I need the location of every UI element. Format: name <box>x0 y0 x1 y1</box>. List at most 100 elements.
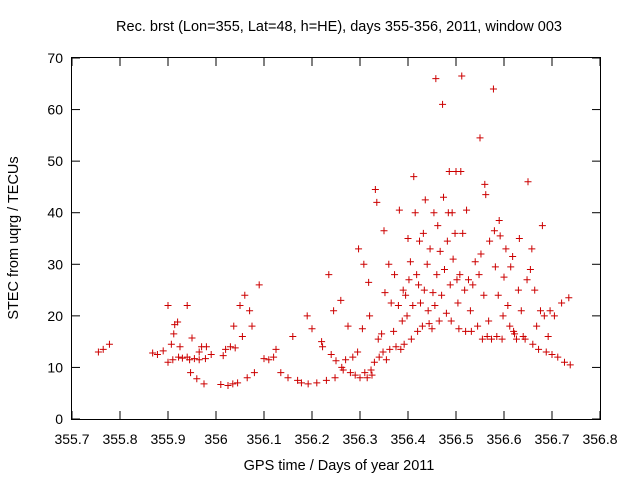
data-point <box>390 327 398 335</box>
data-point <box>322 376 330 384</box>
x-tick-label: 355.9 <box>150 431 185 447</box>
data-point <box>284 374 292 382</box>
data-point <box>416 237 424 245</box>
data-point <box>246 307 254 315</box>
data-point <box>524 178 532 186</box>
data-point <box>560 358 568 366</box>
data-point <box>200 380 208 388</box>
data-point <box>356 374 364 382</box>
data-point <box>174 318 182 326</box>
data-point <box>349 353 357 361</box>
data-point <box>531 286 539 294</box>
data-point <box>502 245 510 253</box>
data-point <box>451 229 459 237</box>
data-point <box>433 271 441 279</box>
data-point <box>440 265 448 273</box>
data-point <box>453 276 461 284</box>
data-point <box>344 322 352 330</box>
data-point <box>495 216 503 224</box>
data-point <box>149 349 157 357</box>
data-point <box>193 375 201 383</box>
data-point <box>506 322 514 330</box>
data-point <box>346 369 354 377</box>
data-point <box>415 281 423 289</box>
data-point <box>297 379 305 387</box>
data-point <box>94 348 102 356</box>
data-point <box>360 260 368 268</box>
data-point <box>424 307 432 315</box>
data-point <box>554 353 562 361</box>
data-point <box>270 353 278 361</box>
data-point <box>358 325 366 333</box>
data-point <box>374 335 382 343</box>
data-point <box>260 355 268 363</box>
data-point <box>544 332 552 340</box>
data-point <box>517 307 525 315</box>
data-point <box>332 357 340 365</box>
data-point <box>229 380 237 388</box>
data-point <box>457 167 465 175</box>
data-point <box>469 281 477 289</box>
data-point <box>528 245 536 253</box>
data-point <box>354 348 362 356</box>
y-tick-label: 70 <box>47 50 63 66</box>
data-point <box>482 191 490 199</box>
data-point <box>446 281 454 289</box>
data-point <box>459 229 467 237</box>
data-point <box>385 260 393 268</box>
data-point <box>308 325 316 333</box>
data-point <box>265 356 273 364</box>
data-point <box>226 343 234 351</box>
data-point <box>467 327 475 335</box>
data-point <box>403 312 411 320</box>
data-point <box>498 335 506 343</box>
data-point <box>447 317 455 325</box>
data-point <box>511 330 519 338</box>
data-point <box>493 332 501 340</box>
data-point <box>404 235 412 242</box>
data-point <box>351 371 359 379</box>
data-point <box>478 335 486 343</box>
data-point <box>105 340 113 348</box>
y-tick-label: 60 <box>47 102 63 118</box>
data-point <box>361 369 369 377</box>
data-point <box>429 289 437 297</box>
data-point <box>456 271 464 279</box>
data-point <box>303 312 311 320</box>
data-point <box>491 263 499 271</box>
data-point <box>231 344 239 352</box>
data-point <box>410 173 418 181</box>
data-point <box>496 232 504 240</box>
data-point <box>538 222 546 230</box>
data-point <box>330 307 338 315</box>
data-point <box>474 322 482 330</box>
data-point <box>535 345 543 353</box>
data-point <box>413 271 421 279</box>
data-point <box>153 351 161 359</box>
data-point <box>432 75 440 83</box>
data-point <box>500 273 508 281</box>
data-point <box>434 222 442 230</box>
data-point <box>367 366 375 374</box>
data-point <box>380 227 388 235</box>
data-point <box>355 245 363 253</box>
data-point <box>443 237 451 245</box>
data-point <box>289 332 297 340</box>
data-point <box>371 186 379 194</box>
data-point <box>272 345 280 353</box>
x-tick-label: 356.1 <box>246 431 281 447</box>
y-tick-label: 40 <box>47 205 63 221</box>
data-point <box>464 276 472 284</box>
data-point <box>435 317 443 325</box>
data-point <box>294 376 302 384</box>
data-point <box>409 302 417 310</box>
data-point <box>548 351 556 359</box>
data-point <box>370 358 378 366</box>
data-point <box>375 353 383 361</box>
data-point <box>565 294 573 302</box>
data-point <box>529 340 537 348</box>
data-point <box>423 260 431 268</box>
data-point <box>219 352 227 360</box>
x-tick-label: 356.5 <box>438 431 473 447</box>
data-point <box>439 100 447 108</box>
